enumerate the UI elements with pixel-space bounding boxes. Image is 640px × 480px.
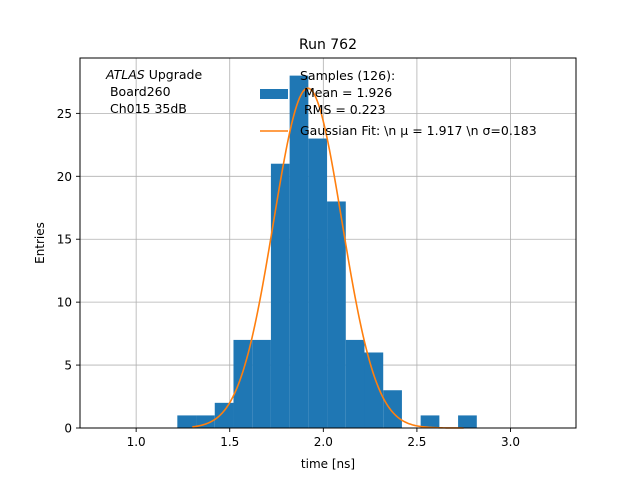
legend: Samples (126): Mean = 1.926 RMS = 0.223 … [260, 68, 537, 138]
histogram-bar [420, 415, 440, 428]
x-axis-label: time [ns] [301, 457, 355, 471]
x-tick-label: 1.0 [127, 435, 146, 449]
annotation-upgrade: Upgrade [145, 67, 203, 82]
histogram-bar [345, 339, 365, 428]
y-tick-label: 5 [64, 359, 72, 373]
legend-fit-label: Gaussian Fit: \n μ = 1.917 \n σ=0.183 [300, 123, 537, 138]
histogram-bar [327, 201, 346, 428]
histogram-bar [308, 138, 328, 428]
legend-samples-line-1: Samples (126): [300, 68, 395, 83]
plot-frame [79, 57, 577, 429]
gaussian-fit [192, 87, 464, 429]
legend-samples-swatch [260, 89, 288, 99]
histogram-bar [177, 415, 197, 428]
y-tick-label: 10 [57, 296, 72, 310]
x-tick-label: 2.0 [314, 435, 333, 449]
x-axis-ticks: 1.0 1.5 2.0 2.5 3.0 [127, 428, 520, 449]
fit-curve [192, 87, 464, 429]
histogram-bar [383, 390, 402, 428]
histogram-bar [252, 339, 271, 428]
y-tick-label: 20 [57, 170, 72, 184]
histogram-bar [270, 163, 290, 428]
histogram-bar [214, 402, 234, 428]
histogram-bar [458, 415, 477, 428]
histogram-bar [233, 339, 253, 428]
y-tick-label: 15 [57, 233, 72, 247]
histogram-bar [289, 75, 309, 428]
histogram-bar [364, 352, 384, 428]
y-axis-ticks: 0 5 10 15 20 25 [57, 107, 80, 436]
legend-samples-line-2: Mean = 1.926 [300, 85, 392, 100]
annotation-atlas: ATLAS [105, 67, 145, 82]
atlas-annotation: ATLAS Upgrade Board260 Ch015 35dB [105, 67, 202, 116]
legend-samples-line-3: RMS = 0.223 [300, 102, 386, 117]
annotation-line-2: Board260 [106, 84, 171, 99]
x-tick-label: 2.5 [407, 435, 426, 449]
y-tick-label: 25 [57, 107, 72, 121]
x-tick-label: 1.5 [220, 435, 239, 449]
y-axis-label: Entries [33, 222, 47, 264]
y-tick-label: 0 [64, 422, 72, 436]
annotation-line-3: Ch015 35dB [106, 101, 187, 116]
annotation-line-1: ATLAS Upgrade [105, 67, 202, 82]
chart-title: Run 762 [299, 37, 357, 53]
histogram-bars [177, 75, 477, 428]
x-tick-label: 3.0 [501, 435, 520, 449]
